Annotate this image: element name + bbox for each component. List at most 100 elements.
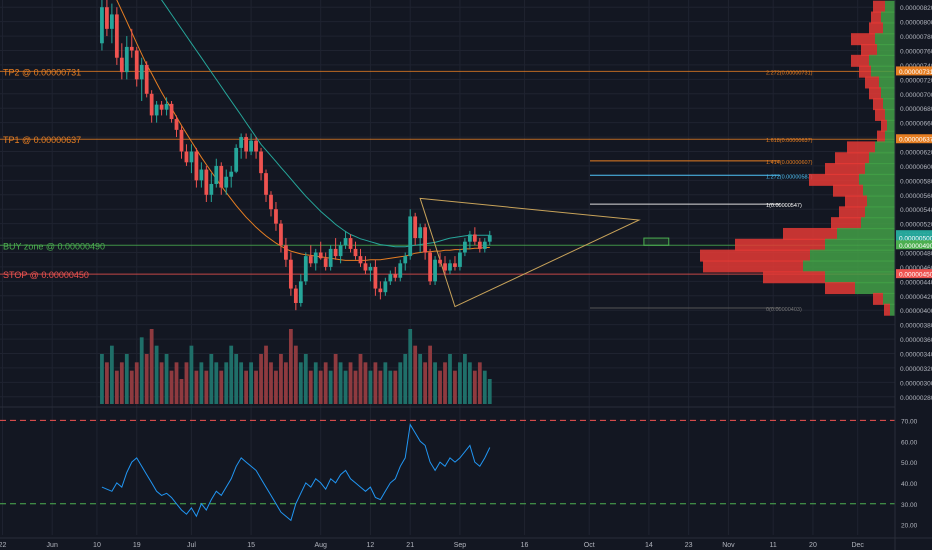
time-tick-label: Dec (851, 542, 864, 549)
time-tick-label: 11 (770, 542, 777, 549)
candle-body (378, 288, 383, 293)
time-tick-label: 10 (93, 542, 101, 549)
profile-up-bar (885, 108, 895, 121)
candle-body (428, 252, 432, 282)
rsi-tick-label: 70.00 (901, 418, 918, 425)
candle-body (139, 64, 144, 80)
profile-down-bar (884, 303, 890, 316)
candle-body (244, 137, 249, 152)
price-badge-label: 0.00000731 (899, 69, 932, 76)
volume-bar (114, 370, 119, 404)
volume-bar (418, 354, 423, 404)
candle-body (323, 258, 328, 267)
profile-down-bar (851, 54, 869, 67)
profile-up-bar (877, 44, 895, 56)
profile-up-bar (869, 54, 895, 67)
candle-body (288, 259, 293, 289)
candle-body (254, 140, 258, 152)
candle-body (338, 245, 343, 257)
level-label: TP2 @ 0.00000731 (3, 67, 81, 77)
time-tick-label: Nov (722, 542, 735, 549)
fib-label: 2.272(0.00000731) (766, 70, 813, 76)
profile-down-bar (845, 195, 867, 208)
volume-bar (134, 362, 139, 404)
candle-body (159, 104, 164, 110)
buy-box (643, 237, 670, 246)
volume-bar (179, 379, 184, 404)
candle-body (368, 266, 373, 271)
time-tick-label: Jul (187, 542, 196, 549)
price-tick-label: 0.00000540 (900, 207, 932, 214)
price-badge (896, 66, 932, 76)
profile-up-bar (875, 141, 895, 154)
profile-up-bar (803, 260, 895, 273)
volume-bar (348, 362, 353, 404)
volume-bar (423, 362, 428, 404)
candle-body (433, 259, 437, 282)
candle-body (313, 252, 318, 264)
profile-up-bar (890, 303, 895, 316)
profile-down-bar (703, 260, 803, 273)
profile-up-bar (881, 87, 895, 100)
price-tick-label: 0.00000680 (900, 106, 932, 113)
profile-down-bar (763, 271, 825, 284)
profile-up-bar (885, 0, 895, 13)
price-badge (896, 233, 932, 243)
volume-bar (149, 329, 154, 404)
time-tick-label: Jun (47, 542, 58, 549)
candle-body (477, 241, 482, 249)
volume-bar (254, 370, 258, 404)
volume-bar (308, 370, 313, 404)
volume-bar (393, 370, 398, 404)
volume-bar (279, 354, 283, 404)
volume-bar (303, 354, 308, 404)
volume-bar (269, 362, 273, 404)
fib-label: 1(0.00000547) (766, 203, 802, 209)
volume-bar (448, 354, 452, 404)
candle-body (179, 129, 184, 152)
volume-bar (358, 354, 363, 404)
rsi-tick-label: 40.00 (901, 481, 918, 488)
candle-body (418, 227, 423, 239)
volume-bar (124, 354, 129, 404)
candle-body (149, 93, 154, 116)
candle-body (373, 266, 378, 289)
volume-bar (129, 370, 134, 404)
profile-down-bar (875, 108, 885, 121)
profile-up-bar (865, 206, 895, 219)
volume-bars (100, 329, 492, 404)
price-tick-label: 0.00000700 (900, 92, 932, 99)
volume-bar (458, 362, 462, 404)
fib-label: 1.414(0.00000607) (766, 160, 813, 166)
volume-bar (477, 362, 482, 404)
profile-up-bar (879, 76, 895, 89)
rsi-tick-label: 60.00 (901, 439, 918, 446)
profile-up-bar (875, 33, 895, 46)
volume-bar (219, 370, 224, 404)
candle-body (100, 7, 104, 44)
price-tick-label: 0.00000480 (900, 251, 932, 258)
candle-body (264, 173, 268, 195)
volume-bar (224, 362, 229, 404)
profile-down-bar (809, 173, 859, 186)
price-tick-label: 0.00000320 (900, 366, 932, 373)
price-badge (896, 134, 932, 144)
candle-body (189, 151, 194, 163)
candle-body (284, 245, 288, 260)
price-badge (896, 240, 932, 250)
time-tick-label: 16 (521, 542, 529, 549)
price-tick-label: 0.00000460 (900, 265, 932, 272)
rsi-tick-label: 20.00 (901, 523, 918, 530)
price-badge (896, 269, 932, 279)
level-label: BUY zone @ 0.00000490 (3, 241, 105, 251)
volume-bar (244, 370, 249, 404)
profile-up-bar (859, 173, 895, 186)
volume-bar (318, 370, 323, 404)
price-tick-label: 0.00000800 (900, 20, 932, 27)
volume-bar (105, 362, 109, 404)
rsi-tick-label: 50.00 (901, 460, 918, 467)
volume-bar (154, 345, 159, 404)
profile-up-bar (883, 292, 895, 305)
volume-bar (274, 370, 278, 404)
candle-body (164, 103, 169, 110)
